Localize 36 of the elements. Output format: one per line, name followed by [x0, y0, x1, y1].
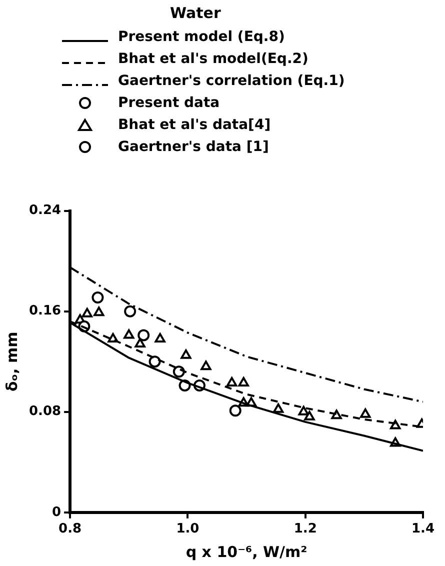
point: [124, 305, 136, 318]
y-tick-label: 0: [52, 504, 62, 520]
point: [92, 292, 104, 304]
point: [229, 404, 242, 417]
legend-label: Present data: [118, 95, 220, 111]
point: [360, 408, 371, 418]
point: [226, 376, 238, 386]
point: [390, 420, 401, 430]
point: [124, 329, 134, 339]
x-tick-label: 0.8: [58, 522, 82, 537]
point: [148, 356, 161, 368]
point: [304, 410, 315, 420]
legend-label: Present model (Eq.8): [118, 29, 285, 45]
point: [238, 376, 249, 386]
y-axis-title: δₒ, mm: [2, 332, 21, 392]
legend-label: Bhat et al's model(Eq.2): [118, 51, 308, 67]
x-tick-label: 1.2: [294, 522, 317, 537]
legend-label: Gaertner's data [1]: [118, 139, 269, 155]
y-tick-label: 0.08: [28, 404, 62, 420]
point: [94, 306, 104, 316]
point: [138, 329, 150, 342]
point: [298, 406, 309, 416]
point: [272, 403, 284, 413]
x-axis-title: q x 10⁻⁶, W/m²: [186, 542, 308, 561]
legend-label: Gaertner's correlation (Eq.1): [118, 73, 345, 89]
y-tick-label: 0.16: [28, 304, 62, 319]
chart-title: Water: [170, 4, 221, 22]
y-tick-label: 0.24: [28, 203, 62, 218]
legend-label: Bhat et al's data[4]: [118, 117, 271, 133]
point: [154, 332, 166, 342]
x-tick-label: 1.0: [176, 522, 200, 537]
x-tick-label: 1.4: [411, 522, 435, 537]
point: [134, 338, 146, 348]
point: [180, 349, 192, 359]
point: [82, 308, 92, 318]
point: [200, 360, 212, 370]
